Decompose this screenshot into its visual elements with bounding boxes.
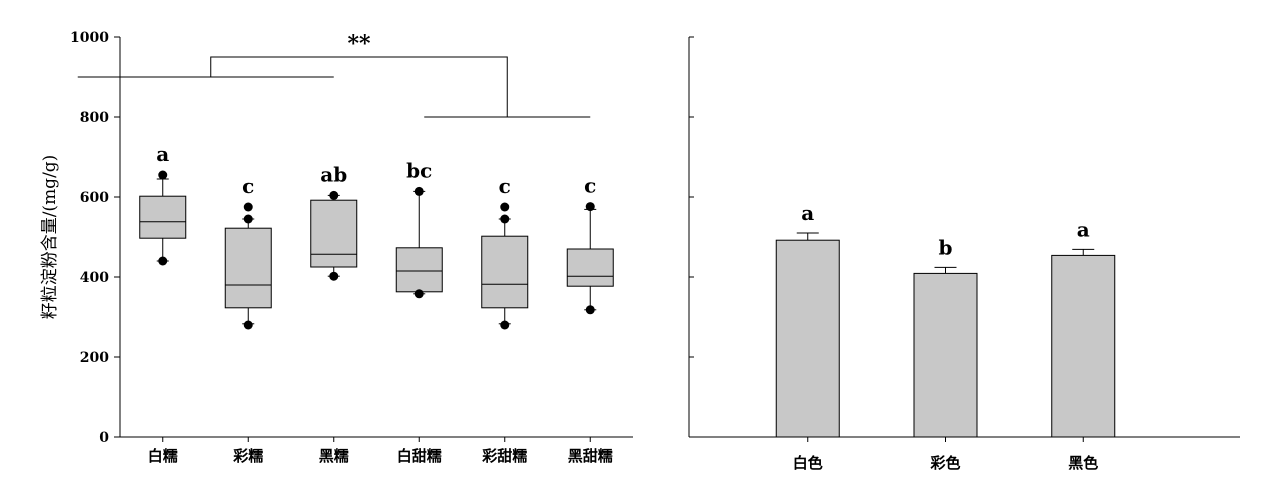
left-panel-boxplot: 0 200 400 600 800 1000 籽粒淀粉含量/(mg/g) a 白糯 c 彩糯 ab 黑糯… [40, 30, 633, 465]
box-黑甜糯 [566, 202, 614, 315]
significance-letter: b [939, 235, 953, 259]
y-tick-label: 200 [80, 350, 109, 366]
box-彩糯 [224, 202, 272, 330]
x-tick-label: 黑色 [1068, 454, 1098, 472]
y-tick-label: 600 [80, 190, 109, 206]
x-tick-label: 黑糯 [319, 447, 349, 465]
x-tick-label: 彩色 [929, 454, 960, 472]
box-iqr [310, 199, 358, 268]
outlier-point [500, 320, 510, 330]
significance-letter: c [242, 174, 254, 198]
outlier-point [414, 186, 424, 196]
x-tick-label: 白糯 [148, 447, 178, 465]
right-panel-barchart: a 白色 b 彩色 a 黑色 [688, 36, 1240, 472]
box-黑糯 [310, 190, 358, 281]
bar-黑色 [1051, 254, 1116, 438]
significance-letter: a [801, 201, 814, 225]
significance-letter: a [156, 142, 169, 166]
outlier-point [414, 289, 424, 299]
significance-bracket [210, 56, 508, 117]
significance-letter: a [1077, 217, 1090, 241]
outlier-point [500, 214, 510, 224]
box-彩甜糯 [481, 202, 529, 330]
significance-letter: c [499, 174, 511, 198]
x-tick-label: 白色 [793, 454, 823, 472]
significance-letter: c [584, 174, 596, 198]
box-iqr [481, 235, 529, 309]
outlier-point [329, 271, 339, 281]
outlier-point [329, 190, 339, 200]
x-tick-label: 彩糯 [232, 447, 263, 465]
box-白糯 [139, 170, 187, 266]
box-iqr [139, 195, 187, 239]
bar-彩色 [913, 272, 978, 438]
outlier-point [500, 202, 510, 212]
y-tick-label: 0 [99, 430, 109, 446]
box-iqr [566, 248, 614, 287]
box-白甜糯 [395, 186, 443, 299]
outlier-point [585, 305, 595, 315]
significance-letter: bc [406, 158, 432, 182]
outlier-point [158, 256, 168, 266]
outlier-point [585, 202, 595, 212]
outlier-point [243, 202, 253, 212]
x-tick-label: 彩甜糯 [481, 447, 527, 465]
bar-白色 [775, 239, 840, 438]
significance-letter: ab [320, 162, 347, 186]
outlier-point [243, 214, 253, 224]
y-tick-label: 1000 [70, 30, 109, 46]
significance-stars: ** [347, 31, 371, 57]
outlier-point [243, 320, 253, 330]
x-tick-label: 黑甜糯 [568, 447, 613, 465]
y-tick-label: 800 [80, 110, 109, 126]
box-iqr [395, 247, 443, 293]
y-tick-label: 400 [80, 270, 109, 286]
y-axis-label: 籽粒淀粉含量/(mg/g) [40, 155, 60, 320]
box-iqr [224, 227, 272, 309]
x-tick-label: 白甜糯 [397, 447, 442, 465]
outlier-point [158, 170, 168, 180]
